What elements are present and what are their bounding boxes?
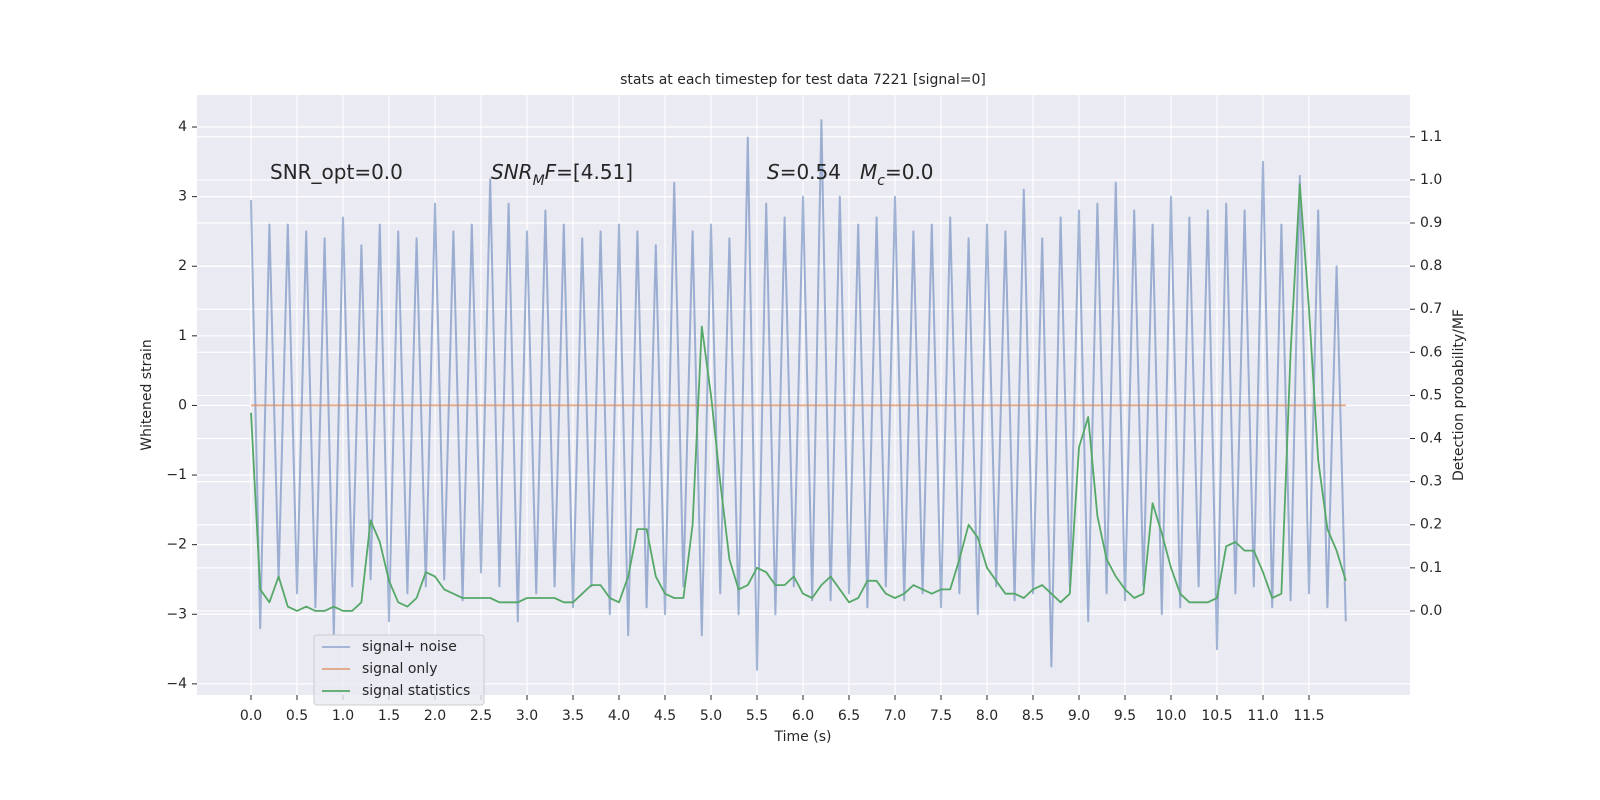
y-tick-label: −2 — [166, 537, 187, 553]
y2-tick-label: 0.8 — [1420, 258, 1442, 274]
y-tick-label: −1 — [166, 467, 187, 483]
y2-tick-label: 1.1 — [1420, 129, 1442, 145]
y2-tick-label: 0.6 — [1420, 344, 1442, 360]
annotation-part: F — [545, 160, 557, 184]
legend-box — [313, 634, 485, 706]
x-tick-label: 3.0 — [516, 708, 538, 724]
x-tick-label: 6.5 — [838, 708, 860, 724]
y-tick-label: 1 — [178, 328, 187, 344]
y2-tick-label: 0.2 — [1420, 517, 1442, 533]
x-tick-label: 11.5 — [1293, 708, 1324, 724]
annotation-part: c — [877, 173, 885, 189]
annotation: SNR_opt=0.0 — [270, 160, 403, 184]
annotation-part: M — [860, 160, 877, 184]
x-tick-label: 0.0 — [240, 708, 262, 724]
y2-tick-label: 0.7 — [1420, 301, 1442, 317]
y-tick-label: 0 — [178, 397, 187, 413]
x-tick-label: 4.0 — [608, 708, 630, 724]
x-tick-label: 6.0 — [792, 708, 814, 724]
y-tick-label: −4 — [166, 676, 187, 692]
legend-label: signal statistics — [362, 683, 470, 699]
annotation-part: =0.0 — [885, 160, 934, 184]
x-tick-label: 10.0 — [1155, 708, 1186, 724]
y2-tick-label: 0.4 — [1420, 431, 1442, 447]
x-tick-label: 3.5 — [562, 708, 584, 724]
annotation: SNRMF=[4.51] — [491, 160, 633, 190]
annotation-part: M — [533, 173, 545, 189]
legend-label: signal+ noise — [362, 639, 457, 655]
x-axis-label: Time (s) — [774, 729, 832, 745]
annotation-part: =0.54 — [780, 160, 841, 184]
y-tick-label: −3 — [166, 606, 187, 622]
x-tick-label: 4.5 — [654, 708, 676, 724]
x-tick-label: 9.5 — [1114, 708, 1136, 724]
x-tick-label: 0.5 — [286, 708, 308, 724]
y-axis-label: Whitened strain — [139, 339, 155, 450]
series-line — [250, 183, 1347, 612]
x-tick-label: 5.5 — [746, 708, 768, 724]
annotation-part: S — [767, 160, 780, 184]
annotation-part: SNR_opt=0.0 — [270, 160, 403, 184]
x-tick-label: 11.0 — [1247, 708, 1278, 724]
x-tick-label: 7.5 — [930, 708, 952, 724]
annotation: Mc=0.0 — [860, 160, 934, 190]
x-tick-label: 8.0 — [976, 708, 998, 724]
x-tick-label: 1.0 — [332, 708, 354, 724]
legend-label: signal only — [362, 661, 437, 677]
annotation: S=0.54 — [767, 160, 841, 184]
y-tick-label: 3 — [178, 189, 187, 205]
x-tick-label: 9.0 — [1068, 708, 1090, 724]
y2-tick-label: 0.1 — [1420, 560, 1442, 576]
annotation-part: =[4.51] — [556, 160, 633, 184]
x-tick-label: 2.0 — [424, 708, 446, 724]
x-tick-label: 8.5 — [1022, 708, 1044, 724]
x-tick-label: 10.5 — [1201, 708, 1232, 724]
y2-tick-label: 0.0 — [1420, 603, 1442, 619]
x-tick-label: 1.5 — [378, 708, 400, 724]
annotation-part: SNR — [491, 160, 533, 184]
x-tick-label: 2.5 — [470, 708, 492, 724]
chart-title: stats at each timestep for test data 722… — [620, 72, 986, 88]
y2-axis-label: Detection probability/MF — [1451, 309, 1467, 481]
y2-tick-label: 0.5 — [1420, 387, 1442, 403]
series-line — [250, 119, 1347, 671]
y2-tick-label: 0.3 — [1420, 474, 1442, 490]
x-tick-label: 5.0 — [700, 708, 722, 724]
y-tick-label: 4 — [178, 119, 187, 135]
y2-tick-label: 0.9 — [1420, 215, 1442, 231]
y-tick-label: 2 — [178, 258, 187, 274]
y2-tick-label: 1.0 — [1420, 172, 1442, 188]
x-tick-label: 7.0 — [884, 708, 906, 724]
